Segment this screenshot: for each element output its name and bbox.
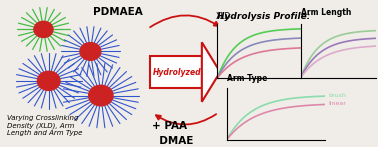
Text: DMAE: DMAE <box>152 136 193 146</box>
Text: Arm Length: Arm Length <box>301 8 351 17</box>
Text: brush: brush <box>328 93 346 98</box>
Text: 15%: 15% <box>303 35 317 40</box>
Circle shape <box>89 85 113 106</box>
Polygon shape <box>202 42 220 102</box>
Text: Varying Crosslinking
Density (XLD), Arm
Length and Arm Type: Varying Crosslinking Density (XLD), Arm … <box>7 115 82 136</box>
Text: + PAA: + PAA <box>152 121 187 131</box>
Circle shape <box>37 71 60 90</box>
Text: Arm Type: Arm Type <box>227 74 267 83</box>
Polygon shape <box>150 56 202 88</box>
Text: Hydrolysis Profile:: Hydrolysis Profile: <box>217 12 311 21</box>
Circle shape <box>80 43 101 60</box>
Text: PDMAEA: PDMAEA <box>93 7 143 17</box>
Text: XLD: XLD <box>216 12 231 21</box>
Text: linear: linear <box>328 101 346 106</box>
Circle shape <box>34 21 53 37</box>
Text: 20%: 20% <box>303 45 317 50</box>
Text: 10%: 10% <box>303 25 317 30</box>
Text: Hydrolyzed: Hydrolyzed <box>153 67 201 77</box>
